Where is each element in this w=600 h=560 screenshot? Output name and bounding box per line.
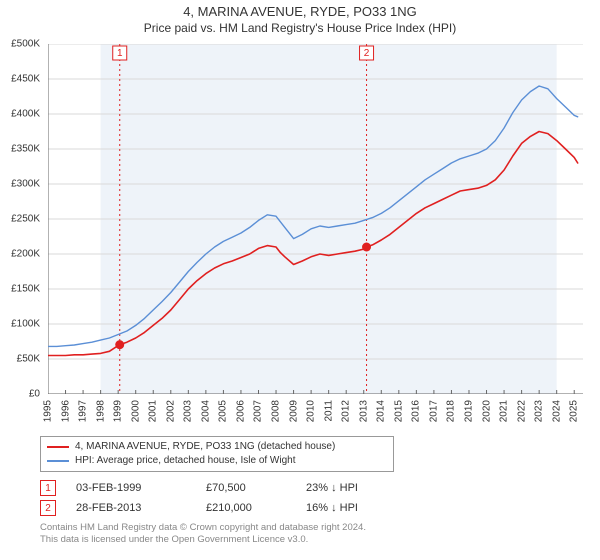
x-tick-label: 2021 xyxy=(499,400,510,422)
sale-price: £210,000 xyxy=(206,502,286,514)
y-tick-label: £100K xyxy=(11,319,40,330)
legend-swatch xyxy=(47,446,69,448)
x-tick-label: 2006 xyxy=(235,400,246,422)
x-tick-label: 2023 xyxy=(534,400,545,422)
x-tick-label: 2002 xyxy=(165,400,176,422)
chart-svg: 12 xyxy=(48,44,583,394)
chart-subtitle: Price paid vs. HM Land Registry's House … xyxy=(0,19,600,39)
sales-table: 1 03-FEB-1999 £70,500 23% ↓ HPI 2 28-FEB… xyxy=(40,478,406,518)
x-tick-label: 2000 xyxy=(130,400,141,422)
x-tick-label: 2008 xyxy=(271,400,282,422)
chart-title: 4, MARINA AVENUE, RYDE, PO33 1NG xyxy=(0,0,600,19)
y-tick-label: £300K xyxy=(11,179,40,190)
x-tick-label: 2012 xyxy=(341,400,352,422)
y-tick-label: £500K xyxy=(11,39,40,50)
x-tick-label: 2001 xyxy=(148,400,159,422)
y-tick-label: £250K xyxy=(11,214,40,225)
sale-pct: 23% ↓ HPI xyxy=(306,482,406,494)
sale-price: £70,500 xyxy=(206,482,286,494)
x-tick-label: 2003 xyxy=(183,400,194,422)
legend-item: 4, MARINA AVENUE, RYDE, PO33 1NG (detach… xyxy=(47,440,387,454)
legend-label: 4, MARINA AVENUE, RYDE, PO33 1NG (detach… xyxy=(75,440,335,454)
y-axis-labels: £0£50K£100K£150K£200K£250K£300K£350K£400… xyxy=(0,44,44,394)
x-tick-label: 2017 xyxy=(428,400,439,422)
y-tick-label: £200K xyxy=(11,249,40,260)
x-tick-label: 2018 xyxy=(446,400,457,422)
x-tick-label: 2009 xyxy=(288,400,299,422)
x-tick-label: 1997 xyxy=(78,400,89,422)
x-tick-label: 2020 xyxy=(481,400,492,422)
x-tick-label: 2014 xyxy=(376,400,387,422)
x-tick-label: 2024 xyxy=(551,400,562,422)
chart-container: 4, MARINA AVENUE, RYDE, PO33 1NG Price p… xyxy=(0,0,600,560)
y-tick-label: £50K xyxy=(17,354,40,365)
x-axis-labels: 1995199619971998199920002001200220032004… xyxy=(48,396,583,436)
sale-pct: 16% ↓ HPI xyxy=(306,502,406,514)
y-tick-label: £450K xyxy=(11,74,40,85)
y-tick-label: £0 xyxy=(29,389,40,400)
footer-attribution: Contains HM Land Registry data © Crown c… xyxy=(40,522,366,546)
svg-text:1: 1 xyxy=(117,48,123,59)
sale-date: 28-FEB-2013 xyxy=(76,502,186,514)
x-tick-label: 2010 xyxy=(306,400,317,422)
sale-row: 2 28-FEB-2013 £210,000 16% ↓ HPI xyxy=(40,498,406,518)
footer-line: This data is licensed under the Open Gov… xyxy=(40,534,366,546)
legend-item: HPI: Average price, detached house, Isle… xyxy=(47,454,387,468)
x-tick-label: 1999 xyxy=(113,400,124,422)
legend-swatch xyxy=(47,460,69,462)
x-tick-label: 2016 xyxy=(411,400,422,422)
y-tick-label: £150K xyxy=(11,284,40,295)
x-tick-label: 1998 xyxy=(95,400,106,422)
x-tick-label: 2019 xyxy=(463,400,474,422)
sale-date: 03-FEB-1999 xyxy=(76,482,186,494)
x-tick-label: 2013 xyxy=(358,400,369,422)
footer-line: Contains HM Land Registry data © Crown c… xyxy=(40,522,366,534)
x-tick-label: 1996 xyxy=(60,400,71,422)
x-tick-label: 2015 xyxy=(393,400,404,422)
sale-marker-icon: 1 xyxy=(40,480,56,496)
x-tick-label: 2005 xyxy=(218,400,229,422)
y-tick-label: £400K xyxy=(11,109,40,120)
chart-plot-area: 12 xyxy=(48,44,583,394)
x-tick-label: 2025 xyxy=(569,400,580,422)
x-tick-label: 2011 xyxy=(323,400,334,422)
svg-text:2: 2 xyxy=(364,48,370,59)
y-tick-label: £350K xyxy=(11,144,40,155)
legend-label: HPI: Average price, detached house, Isle… xyxy=(75,454,296,468)
x-tick-label: 2007 xyxy=(253,400,264,422)
x-tick-label: 1995 xyxy=(43,400,54,422)
sale-marker-icon: 2 xyxy=(40,500,56,516)
legend: 4, MARINA AVENUE, RYDE, PO33 1NG (detach… xyxy=(40,436,394,472)
x-tick-label: 2004 xyxy=(200,400,211,422)
x-tick-label: 2022 xyxy=(516,400,527,422)
sale-row: 1 03-FEB-1999 £70,500 23% ↓ HPI xyxy=(40,478,406,498)
